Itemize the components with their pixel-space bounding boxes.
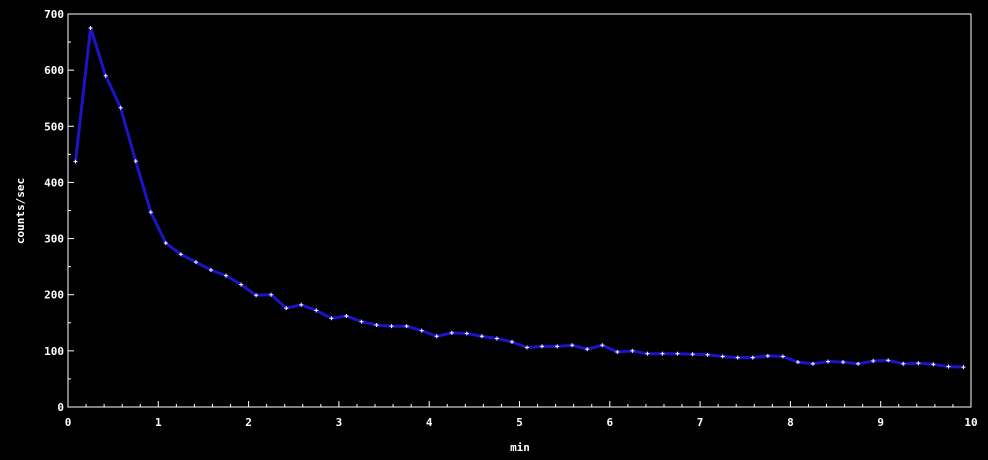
- data-point: [961, 365, 966, 370]
- x-tick-label: 5: [516, 416, 523, 429]
- data-point: [284, 306, 289, 311]
- data-point: [524, 345, 529, 350]
- data-point: [178, 252, 183, 257]
- data-point: [434, 334, 439, 339]
- data-point: [510, 339, 515, 344]
- data-point: [645, 351, 650, 356]
- data-point: [916, 361, 921, 366]
- data-point: [795, 360, 800, 365]
- data-point: [494, 336, 499, 341]
- data-point: [720, 354, 725, 359]
- x-tick-label: 9: [877, 416, 884, 429]
- y-axis-label: counts/sec: [14, 178, 27, 244]
- data-point: [675, 351, 680, 356]
- data-point: [329, 316, 334, 321]
- plot-frame: [67, 13, 972, 408]
- data-point: [73, 159, 78, 164]
- y-tick-label: 300: [44, 233, 64, 246]
- data-point: [705, 352, 710, 357]
- y-tick-label: 400: [44, 176, 64, 189]
- y-axis: 0 100 200 300 400 500 600 700: [44, 8, 74, 414]
- y-tick-label: 500: [44, 120, 64, 133]
- data-point: [269, 292, 274, 297]
- x-tick-label: 10: [964, 416, 977, 429]
- data-point: [404, 324, 409, 329]
- data-point: [856, 361, 861, 366]
- data-point: [810, 361, 815, 366]
- data-point: [224, 273, 229, 278]
- data-point: [765, 353, 770, 358]
- x-tick-label: 0: [65, 416, 72, 429]
- data-point: [193, 260, 198, 265]
- data-point: [540, 344, 545, 349]
- data-point: [239, 282, 244, 287]
- y-tick-label: 700: [44, 8, 64, 21]
- x-tick-label: 3: [336, 416, 343, 429]
- data-point: [464, 331, 469, 336]
- data-point: [690, 352, 695, 357]
- data-point: [449, 330, 454, 335]
- y-tick-label: 0: [57, 401, 64, 414]
- data-point: [600, 343, 605, 348]
- data-point: [254, 293, 259, 298]
- data-point: [901, 361, 906, 366]
- data-point: [585, 347, 590, 352]
- x-axis-label: min: [510, 441, 530, 454]
- data-point: [780, 354, 785, 359]
- data-point: [735, 355, 740, 360]
- x-axis: 0 1 2 3 4 5 6 7 8 9 10: [65, 401, 978, 429]
- data-point: [133, 159, 138, 164]
- data-point: [826, 359, 831, 364]
- data-point: [163, 241, 168, 246]
- x-tick-label: 4: [426, 416, 433, 429]
- data-point: [314, 308, 319, 313]
- y-tick-label: 100: [44, 345, 64, 358]
- data-point: [946, 364, 951, 369]
- y-tick-label: 200: [44, 289, 64, 302]
- data-point: [359, 319, 364, 324]
- data-point: [630, 348, 635, 353]
- x-tick-label: 7: [697, 416, 704, 429]
- data-point: [389, 324, 394, 329]
- data-point: [88, 26, 93, 31]
- series-line: [74, 26, 964, 369]
- y-tick-label: 600: [44, 64, 64, 77]
- data-point: [750, 355, 755, 360]
- data-point: [871, 358, 876, 363]
- data-point: [479, 334, 484, 339]
- x-tick-label: 1: [155, 416, 162, 429]
- data-point: [374, 323, 379, 328]
- x-tick-label: 6: [606, 416, 613, 429]
- data-point: [555, 344, 560, 349]
- data-point: [299, 302, 304, 307]
- data-point: [886, 358, 891, 363]
- data-point: [148, 210, 153, 215]
- data-point: [103, 73, 108, 78]
- series-layer: [73, 26, 966, 370]
- data-point: [931, 362, 936, 367]
- data-point: [660, 351, 665, 356]
- data-point: [570, 343, 575, 348]
- data-point: [344, 314, 349, 319]
- data-point: [419, 328, 424, 333]
- x-tick-label: 2: [245, 416, 252, 429]
- data-point: [615, 349, 620, 354]
- plot-border: [67, 13, 972, 408]
- data-point: [118, 105, 123, 110]
- data-point: [841, 360, 846, 365]
- x-tick-label: 8: [787, 416, 794, 429]
- data-point: [208, 268, 213, 273]
